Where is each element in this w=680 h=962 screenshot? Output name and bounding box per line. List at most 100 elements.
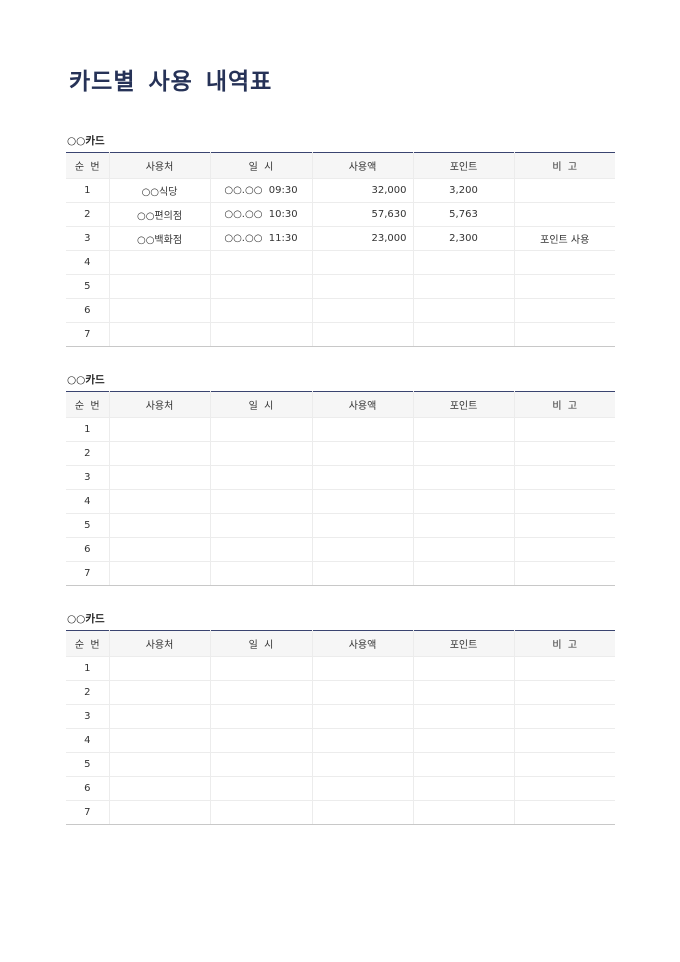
table-cell[interactable] xyxy=(513,178,615,203)
table-cell[interactable] xyxy=(209,561,312,586)
table-cell[interactable] xyxy=(108,561,210,586)
table-cell[interactable] xyxy=(108,489,210,514)
table-cell[interactable] xyxy=(209,274,312,299)
table-cell[interactable] xyxy=(311,704,413,729)
table-cell[interactable] xyxy=(209,704,312,729)
table-cell[interactable]: 5 xyxy=(66,752,109,777)
table-cell[interactable]: 5 xyxy=(66,274,109,299)
table-cell[interactable] xyxy=(209,680,312,705)
table-cell[interactable] xyxy=(108,752,210,777)
table-cell[interactable] xyxy=(513,250,615,275)
table-cell[interactable] xyxy=(311,465,413,490)
table-cell[interactable] xyxy=(513,561,615,586)
table-cell[interactable] xyxy=(209,752,312,777)
table-cell[interactable]: ○○.○○ 11:30 xyxy=(209,226,312,251)
table-cell[interactable]: 1 xyxy=(66,417,109,442)
table-cell[interactable] xyxy=(209,800,312,825)
table-cell[interactable] xyxy=(209,489,312,514)
table-cell[interactable] xyxy=(513,322,615,347)
table-cell[interactable] xyxy=(108,537,210,562)
table-cell[interactable] xyxy=(412,417,514,442)
table-cell[interactable]: 3 xyxy=(66,226,109,251)
table-cell[interactable] xyxy=(412,465,514,490)
table-cell[interactable] xyxy=(209,322,312,347)
table-cell[interactable]: 6 xyxy=(66,298,109,323)
table-cell[interactable] xyxy=(412,489,514,514)
table-cell[interactable] xyxy=(108,250,210,275)
table-cell[interactable]: ○○편의점 xyxy=(108,202,210,227)
table-cell[interactable] xyxy=(209,656,312,681)
table-cell[interactable] xyxy=(513,776,615,801)
table-cell[interactable] xyxy=(108,465,210,490)
table-cell[interactable] xyxy=(108,322,210,347)
table-cell[interactable] xyxy=(108,656,210,681)
table-cell[interactable]: 4 xyxy=(66,728,109,753)
table-cell[interactable] xyxy=(311,561,413,586)
table-cell[interactable]: 3,200 xyxy=(412,178,514,203)
table-cell[interactable]: 1 xyxy=(66,178,109,203)
table-cell[interactable]: 3 xyxy=(66,465,109,490)
table-cell[interactable]: 23,000 xyxy=(311,226,413,251)
table-cell[interactable]: 5 xyxy=(66,513,109,538)
table-cell[interactable]: 2 xyxy=(66,680,109,705)
table-cell[interactable] xyxy=(412,704,514,729)
table-cell[interactable] xyxy=(513,656,615,681)
table-cell[interactable] xyxy=(311,728,413,753)
table-cell[interactable] xyxy=(412,274,514,299)
table-cell[interactable] xyxy=(412,728,514,753)
table-cell[interactable]: 6 xyxy=(66,537,109,562)
table-cell[interactable] xyxy=(311,680,413,705)
table-cell[interactable]: 7 xyxy=(66,800,109,825)
table-cell[interactable] xyxy=(108,417,210,442)
table-cell[interactable]: 7 xyxy=(66,561,109,586)
table-cell[interactable] xyxy=(311,298,413,323)
table-cell[interactable] xyxy=(412,800,514,825)
table-cell[interactable] xyxy=(311,322,413,347)
table-cell[interactable] xyxy=(209,728,312,753)
table-cell[interactable] xyxy=(209,537,312,562)
table-cell[interactable] xyxy=(513,513,615,538)
table-cell[interactable] xyxy=(412,656,514,681)
table-cell[interactable]: 5,763 xyxy=(412,202,514,227)
table-cell[interactable] xyxy=(513,274,615,299)
table-cell[interactable] xyxy=(311,417,413,442)
table-cell[interactable] xyxy=(412,441,514,466)
table-cell[interactable] xyxy=(513,489,615,514)
table-cell[interactable] xyxy=(311,274,413,299)
table-cell[interactable] xyxy=(412,776,514,801)
table-cell[interactable] xyxy=(209,298,312,323)
table-cell[interactable] xyxy=(513,537,615,562)
table-cell[interactable]: ○○.○○ 09:30 xyxy=(209,178,312,203)
table-cell[interactable] xyxy=(108,800,210,825)
table-cell[interactable] xyxy=(209,776,312,801)
table-cell[interactable] xyxy=(209,465,312,490)
table-cell[interactable] xyxy=(209,513,312,538)
table-cell[interactable] xyxy=(513,752,615,777)
table-cell[interactable] xyxy=(311,656,413,681)
table-cell[interactable] xyxy=(311,776,413,801)
table-cell[interactable] xyxy=(108,513,210,538)
table-cell[interactable] xyxy=(513,704,615,729)
table-cell[interactable]: 3 xyxy=(66,704,109,729)
table-cell[interactable] xyxy=(311,752,413,777)
table-cell[interactable] xyxy=(412,322,514,347)
table-cell[interactable] xyxy=(108,728,210,753)
table-cell[interactable] xyxy=(311,537,413,562)
table-cell[interactable] xyxy=(209,417,312,442)
table-cell[interactable] xyxy=(108,274,210,299)
table-cell[interactable] xyxy=(209,441,312,466)
table-cell[interactable] xyxy=(513,680,615,705)
table-cell[interactable] xyxy=(412,537,514,562)
table-cell[interactable] xyxy=(412,680,514,705)
table-cell[interactable]: 2,300 xyxy=(412,226,514,251)
table-cell[interactable] xyxy=(412,298,514,323)
table-cell[interactable] xyxy=(311,441,413,466)
table-cell[interactable] xyxy=(108,704,210,729)
table-cell[interactable] xyxy=(412,752,514,777)
table-cell[interactable]: 57,630 xyxy=(311,202,413,227)
table-cell[interactable] xyxy=(209,250,312,275)
table-cell[interactable]: 32,000 xyxy=(311,178,413,203)
table-cell[interactable]: 4 xyxy=(66,489,109,514)
table-cell[interactable]: 2 xyxy=(66,202,109,227)
table-cell[interactable] xyxy=(311,513,413,538)
